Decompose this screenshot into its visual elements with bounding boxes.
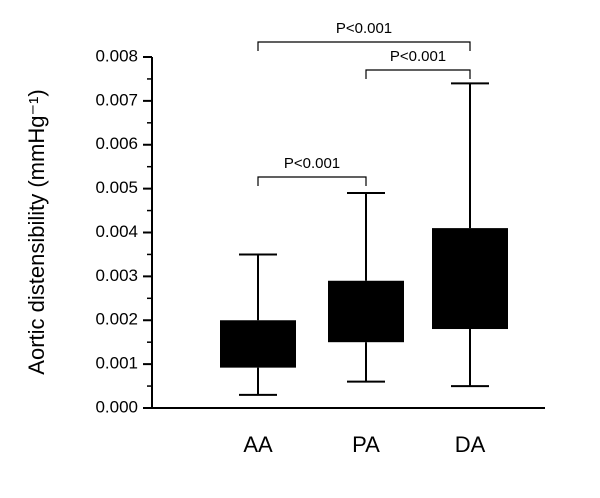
y-axis-label: Aortic distensibility (mmHg⁻¹) — [24, 89, 49, 374]
significance-label: P<0.001 — [336, 20, 392, 37]
y-tick-label: 0.003 — [95, 266, 138, 285]
y-tick-label: 0.000 — [95, 397, 138, 416]
significance-bracket — [257, 41, 471, 51]
box — [328, 280, 404, 343]
y-tick-label: 0.002 — [95, 310, 138, 329]
significance-bracket — [365, 69, 471, 79]
x-tick-label: PA — [352, 432, 380, 457]
y-tick-label: 0.007 — [95, 90, 138, 109]
significance-label: P<0.001 — [284, 155, 340, 172]
y-tick-label: 0.005 — [95, 178, 138, 197]
y-tick-label: 0.006 — [95, 134, 138, 153]
y-tick-label: 0.001 — [95, 354, 138, 373]
significance-label: P<0.001 — [390, 48, 446, 65]
box — [220, 320, 296, 368]
box — [432, 228, 508, 330]
significance-bracket — [257, 176, 367, 186]
y-tick-label: 0.008 — [95, 46, 138, 65]
y-tick-label: 0.004 — [95, 222, 138, 241]
x-tick-label: AA — [243, 432, 273, 457]
x-tick-label: DA — [455, 432, 486, 457]
